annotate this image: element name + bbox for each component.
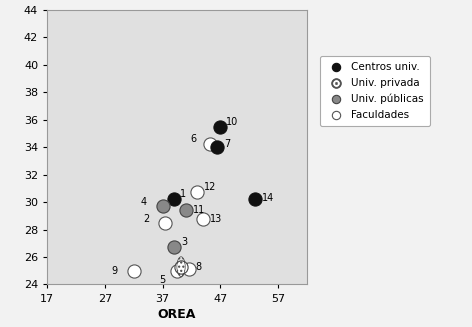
Point <box>159 204 166 209</box>
Text: 10: 10 <box>226 117 238 128</box>
Point <box>177 264 185 269</box>
X-axis label: OREA: OREA <box>158 308 196 321</box>
Point <box>170 197 178 202</box>
Point <box>194 190 201 195</box>
Text: 6: 6 <box>191 134 197 144</box>
Text: 3: 3 <box>181 237 187 247</box>
Text: 13: 13 <box>210 214 222 224</box>
Text: 14: 14 <box>262 193 274 203</box>
Text: 8: 8 <box>195 262 202 272</box>
Point <box>206 142 214 147</box>
Point <box>130 268 137 273</box>
Point <box>170 245 178 250</box>
Point <box>214 145 221 150</box>
Point <box>217 124 224 129</box>
Text: 2: 2 <box>143 214 149 224</box>
Point <box>251 197 259 202</box>
Text: 7: 7 <box>224 139 230 149</box>
Text: 4: 4 <box>140 197 146 207</box>
Legend: Centros univ., Univ. privada, Univ. públicas, Faculdades: Centros univ., Univ. privada, Univ. públ… <box>320 56 430 127</box>
Point <box>173 268 181 273</box>
Text: 5: 5 <box>159 275 166 285</box>
Point <box>182 208 189 213</box>
Text: 1: 1 <box>180 189 186 199</box>
Point <box>162 220 169 225</box>
Point <box>185 267 192 272</box>
Text: 12: 12 <box>204 182 217 192</box>
Text: 11: 11 <box>193 205 205 215</box>
Point <box>199 216 207 221</box>
Text: 9: 9 <box>111 266 118 276</box>
